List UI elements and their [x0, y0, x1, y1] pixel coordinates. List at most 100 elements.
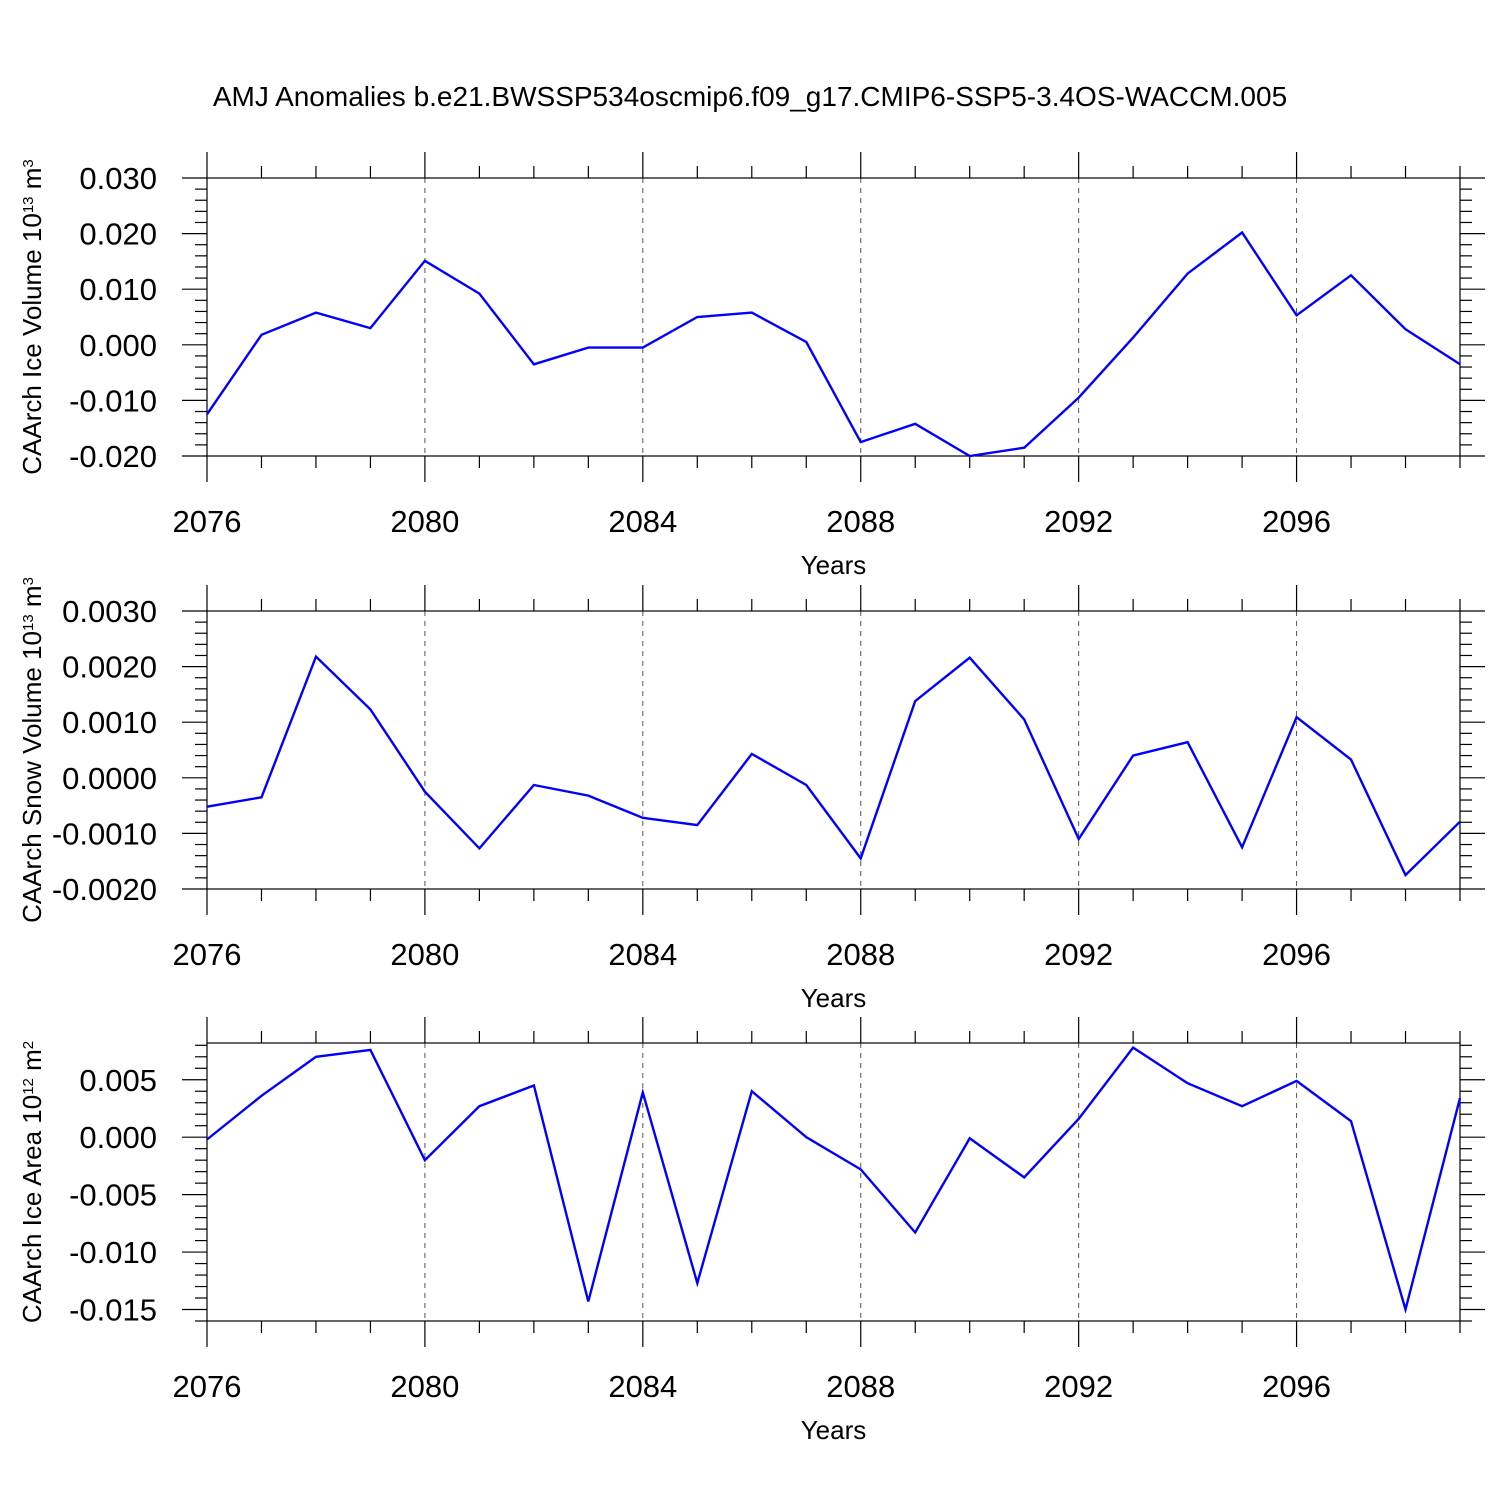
data-point: [1023, 1176, 1025, 1178]
data-point: [1295, 314, 1297, 316]
x-tick-label: 2088: [826, 937, 895, 972]
data-point: [751, 311, 753, 313]
data-point: [642, 1091, 644, 1093]
data-point: [751, 1090, 753, 1092]
plot-frame: [206, 177, 1461, 457]
data-point: [914, 1231, 916, 1233]
data-point: [1350, 274, 1352, 276]
data-point: [1186, 1082, 1188, 1084]
y-axis-title-superscript: 13: [20, 614, 37, 631]
y-axis-title-superscript: 13: [20, 196, 37, 213]
data-point: [1295, 716, 1297, 718]
data-point: [206, 413, 208, 415]
y-tick-label: 0.0010: [62, 705, 157, 740]
x-tick-label: 2080: [390, 504, 459, 539]
y-tick-label: 0.0000: [62, 761, 157, 796]
data-point: [860, 441, 862, 443]
y-tick-label: 0.010: [79, 272, 157, 307]
data-point: [206, 806, 208, 808]
data-point: [478, 847, 480, 849]
y-tick-label: -0.010: [69, 1235, 157, 1270]
x-tick-label: 2084: [608, 937, 677, 972]
x-tick-label: 2092: [1044, 504, 1113, 539]
x-axis-title: Years: [801, 983, 867, 1013]
y-axis-title-part: m: [17, 1049, 47, 1078]
x-tick-label: 2076: [173, 937, 242, 972]
data-point: [642, 346, 644, 348]
y-tick-label: -0.0010: [52, 816, 157, 851]
data-point: [1186, 741, 1188, 743]
x-tick-label: 2084: [608, 1369, 677, 1404]
y-tick-label: 0.0020: [62, 650, 157, 685]
data-point: [206, 1138, 208, 1140]
x-tick-label: 2088: [826, 1369, 895, 1404]
y-axis-title-part: CAArch Ice Volume 10: [17, 213, 47, 475]
data-point: [1023, 718, 1025, 720]
data-point: [805, 341, 807, 343]
y-tick-label: 0.000: [79, 328, 157, 363]
data-point: [533, 784, 535, 786]
chart-panel-1: 2076 2080 2084 2088 2092 2096 Years -0.020 -0.01…: [17, 152, 1485, 580]
x-tick-label: 2076: [173, 1369, 242, 1404]
data-point: [696, 1282, 698, 1284]
data-point: [533, 1084, 535, 1086]
plot-frame: [206, 610, 1461, 890]
series-line: [206, 1045, 1462, 1315]
data-point: [369, 1049, 371, 1051]
x-tick-label: 2088: [826, 504, 895, 539]
data-point: [860, 1168, 862, 1170]
data-point: [1132, 1046, 1134, 1048]
chart-panel-2: 2076 2080 2084 2088 2092 2096 Years -0.0020 -0.0…: [17, 577, 1485, 1013]
data-point: [587, 794, 589, 796]
x-axis-title: Years: [801, 550, 867, 580]
data-point: [1132, 336, 1134, 338]
data-point: [968, 1137, 970, 1139]
chart-panel-3: 2076 2080 2084 2088 2092 2096 Years -0.015 -0.01…: [17, 1017, 1485, 1445]
data-point: [315, 1056, 317, 1058]
data-point: [1241, 1105, 1243, 1107]
data-point: [1023, 446, 1025, 448]
x-tick-label: 2096: [1262, 1369, 1331, 1404]
series-line: [206, 654, 1461, 878]
data-point: [315, 655, 317, 657]
data-point: [587, 1300, 589, 1302]
y-axis-title-part: m: [17, 168, 47, 197]
data-point: [369, 708, 371, 710]
x-tick-label: 2080: [390, 1369, 459, 1404]
data-point: [1077, 396, 1079, 398]
data-point: [1241, 231, 1243, 233]
y-tick-label: -0.005: [69, 1178, 157, 1213]
x-tick-label: 2096: [1262, 937, 1331, 972]
data-point: [1350, 758, 1352, 760]
y-axis-title-part: CAArch Snow Volume 10: [17, 631, 47, 923]
data-point: [805, 784, 807, 786]
x-tick-label: 2080: [390, 937, 459, 972]
data-point: [260, 334, 262, 336]
figure-title: AMJ Anomalies b.e21.BWSSP534oscmip6.f09_…: [213, 81, 1287, 112]
data-point: [914, 700, 916, 702]
data-point: [642, 817, 644, 819]
data-point: [587, 346, 589, 348]
y-axis-title: CAArch Ice Volume 1013 m3: [17, 159, 47, 475]
data-point: [1404, 328, 1406, 330]
data-point: [751, 753, 753, 755]
y-axis-title: CAArch Snow Volume 1013 m3: [17, 577, 47, 923]
y-tick-label: 0.030: [79, 161, 157, 196]
x-tick-label: 2076: [173, 504, 242, 539]
data-point: [424, 260, 426, 262]
data-point: [1241, 846, 1243, 848]
y-axis-title-superscript: 3: [20, 159, 37, 167]
data-point: [1459, 1097, 1461, 1099]
series-line: [206, 230, 1461, 458]
data-point: [696, 824, 698, 826]
data-point: [805, 1136, 807, 1138]
data-point: [1404, 874, 1406, 876]
data-point: [315, 311, 317, 313]
data-point: [424, 791, 426, 793]
x-tick-label: 2084: [608, 504, 677, 539]
y-tick-label: -0.010: [69, 383, 157, 418]
data-point: [968, 657, 970, 659]
data-point: [1186, 272, 1188, 274]
x-tick-label: 2096: [1262, 504, 1331, 539]
